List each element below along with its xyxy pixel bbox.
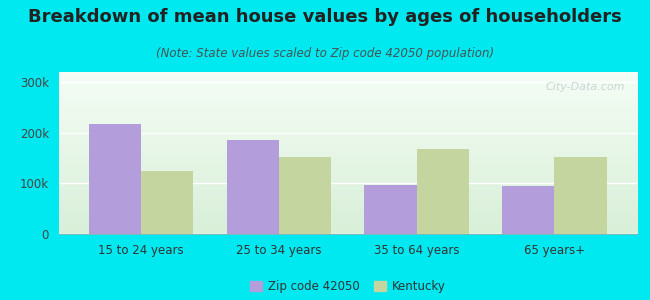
Bar (554, 157, 606, 234)
Bar (279, 157, 332, 234)
Text: City-Data.com: City-Data.com (546, 82, 625, 92)
Bar (141, 171, 194, 234)
Bar (502, 186, 554, 234)
Bar (417, 149, 469, 234)
Bar (89, 124, 141, 234)
Bar (227, 140, 279, 234)
Text: Breakdown of mean house values by ages of householders: Breakdown of mean house values by ages o… (28, 8, 622, 26)
Bar (364, 185, 417, 234)
Text: (Note: State values scaled to Zip code 42050 population): (Note: State values scaled to Zip code 4… (156, 46, 494, 59)
Legend: Zip code 42050, Kentucky: Zip code 42050, Kentucky (246, 275, 450, 298)
